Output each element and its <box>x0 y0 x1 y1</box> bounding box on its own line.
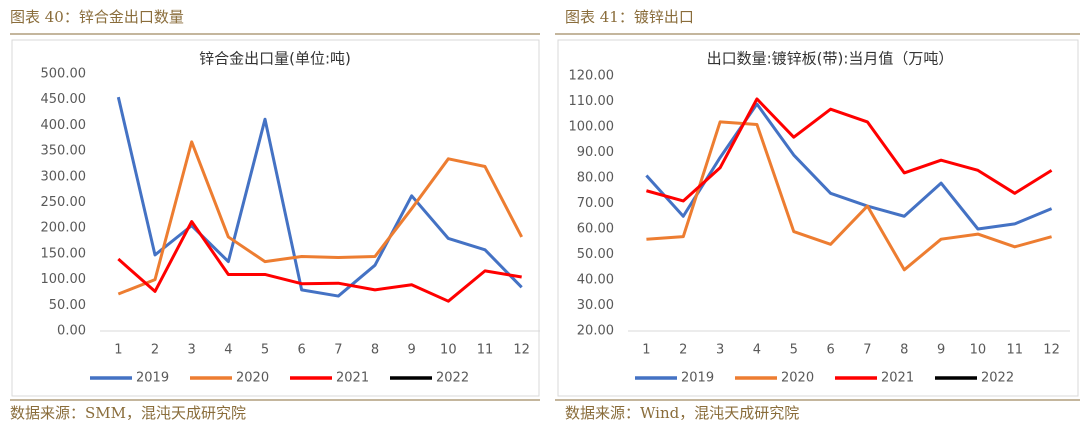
y-tick-label: 150.00 <box>41 246 87 261</box>
legend-label: 2022 <box>981 371 1014 386</box>
series-line <box>646 97 1053 203</box>
y-tick-label: 30.00 <box>577 298 614 313</box>
legend-label: 2019 <box>681 371 714 386</box>
y-tick-label: 50.00 <box>577 247 614 262</box>
y-tick-label: 300.00 <box>41 169 87 184</box>
x-tick-label: 10 <box>440 343 457 358</box>
x-tick-label: 12 <box>513 343 530 358</box>
x-tick-label: 3 <box>188 343 196 358</box>
y-tick-label: 0.00 <box>57 324 86 339</box>
x-tick-label: 11 <box>477 343 494 358</box>
x-tick-label: 7 <box>334 343 342 358</box>
series-line <box>645 102 1053 231</box>
source: 数据来源：Wind，混沌天成研究院 <box>565 404 799 422</box>
y-tick-label: 20.00 <box>577 324 614 339</box>
y-tick-label: 100.00 <box>41 272 87 287</box>
y-tick-label: 90.00 <box>577 145 614 160</box>
y-tick-label: 400.00 <box>41 118 87 133</box>
legend-label: 2020 <box>236 371 269 386</box>
x-tick-label: 1 <box>114 343 122 358</box>
chart-frame <box>557 39 1079 397</box>
x-tick-label: 8 <box>900 343 908 358</box>
series-line <box>117 220 522 303</box>
x-tick-label: 11 <box>1006 343 1023 358</box>
heading: 图表 41：镀锌出口 <box>565 8 694 26</box>
x-tick-label: 5 <box>261 343 269 358</box>
x-tick-label: 5 <box>790 343 798 358</box>
x-tick-label: 6 <box>298 343 306 358</box>
y-tick-label: 120.00 <box>569 69 615 84</box>
series-line <box>117 140 523 296</box>
y-tick-label: 80.00 <box>577 171 614 186</box>
x-tick-label: 12 <box>1043 343 1060 358</box>
x-tick-label: 9 <box>937 343 945 358</box>
x-tick-label: 4 <box>224 343 232 358</box>
y-tick-label: 500.00 <box>41 67 87 82</box>
y-tick-label: 200.00 <box>41 221 87 236</box>
legend-label: 2021 <box>336 371 369 386</box>
x-tick-label: 8 <box>371 343 379 358</box>
y-tick-label: 70.00 <box>577 196 614 211</box>
x-tick-label: 2 <box>679 343 687 358</box>
chart-title: 出口数量:镀锌板(带):当月值（万吨） <box>707 50 954 68</box>
legend-label: 2019 <box>136 371 169 386</box>
x-tick-label: 7 <box>863 343 871 358</box>
x-tick-label: 6 <box>826 343 834 358</box>
y-tick-label: 100.00 <box>569 120 615 135</box>
y-tick-label: 110.00 <box>569 94 615 109</box>
chart-title: 锌合金出口量(单位:吨) <box>199 50 351 68</box>
source: 数据来源：SMM，混沌天成研究院 <box>10 404 246 422</box>
x-tick-label: 10 <box>970 343 987 358</box>
heading: 图表 40：锌合金出口数量 <box>10 8 184 26</box>
legend-label: 2022 <box>436 371 469 386</box>
y-tick-label: 50.00 <box>49 298 86 313</box>
x-tick-label: 9 <box>408 343 416 358</box>
legend-label: 2021 <box>881 371 914 386</box>
y-tick-label: 60.00 <box>577 222 614 237</box>
x-tick-label: 1 <box>642 343 650 358</box>
x-tick-label: 4 <box>753 343 761 358</box>
y-tick-label: 350.00 <box>41 144 87 159</box>
x-tick-label: 3 <box>716 343 724 358</box>
y-tick-label: 450.00 <box>41 92 87 107</box>
series-line <box>646 120 1052 272</box>
x-tick-label: 2 <box>151 343 159 358</box>
y-tick-label: 250.00 <box>41 195 87 210</box>
y-tick-label: 40.00 <box>577 273 614 288</box>
chart-frame <box>11 39 540 397</box>
series-line <box>116 96 523 298</box>
legend-label: 2020 <box>781 371 814 386</box>
